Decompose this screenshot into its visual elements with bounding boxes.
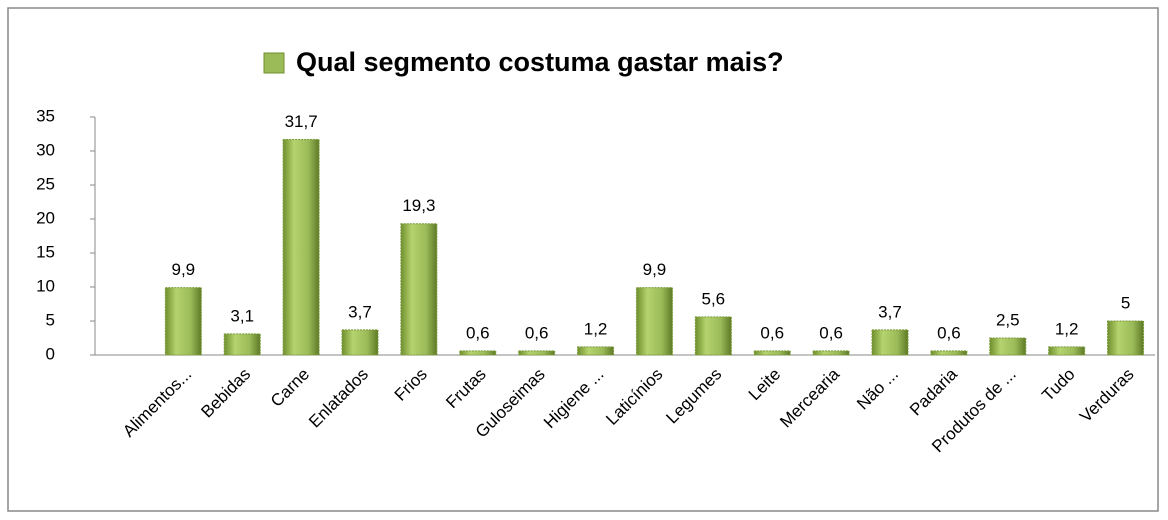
bar [989, 337, 1027, 356]
bar [812, 350, 850, 356]
bar [930, 350, 968, 356]
value-label: 9,9 [643, 260, 667, 279]
value-label: 1,2 [584, 319, 608, 338]
y-tick-label: 5 [46, 310, 55, 329]
y-tick-label: 30 [36, 140, 55, 159]
y-tick-label: 25 [36, 174, 55, 193]
y-tick-label: 15 [36, 242, 55, 261]
value-label: 19,3 [402, 196, 435, 215]
value-label: 1,2 [1055, 319, 1079, 338]
bar [164, 287, 202, 356]
chart-frame [7, 7, 1159, 512]
bar [694, 316, 732, 356]
bar [635, 287, 673, 356]
y-tick-label: 20 [36, 208, 55, 227]
value-label: 0,6 [819, 323, 843, 342]
bar [223, 333, 261, 356]
chart-title: Qual segmento costuma gastar mais? [296, 47, 784, 77]
value-label: 0,6 [760, 323, 784, 342]
value-label: 3,7 [348, 302, 372, 321]
bar [282, 138, 320, 356]
value-label: 3,7 [878, 302, 902, 321]
bar [753, 350, 791, 356]
bar [1048, 346, 1086, 356]
bar [400, 223, 438, 356]
value-label: 31,7 [285, 112, 318, 131]
value-label: 0,6 [466, 323, 490, 342]
value-label: 5,6 [702, 289, 726, 308]
y-tick-label: 10 [36, 276, 55, 295]
value-label: 9,9 [172, 260, 196, 279]
y-tick-label: 0 [46, 344, 55, 363]
bar [871, 329, 909, 356]
bar [1107, 320, 1145, 356]
y-tick-label: 35 [36, 106, 55, 125]
value-label: 0,6 [937, 323, 961, 342]
bar [341, 329, 379, 356]
value-label: 0,6 [525, 323, 549, 342]
legend-marker [263, 52, 285, 74]
bar [577, 346, 615, 356]
value-label: 2,5 [996, 310, 1020, 329]
bar [459, 350, 497, 356]
bar [518, 350, 556, 356]
value-label: 5 [1121, 293, 1130, 312]
value-label: 3,1 [230, 306, 254, 325]
